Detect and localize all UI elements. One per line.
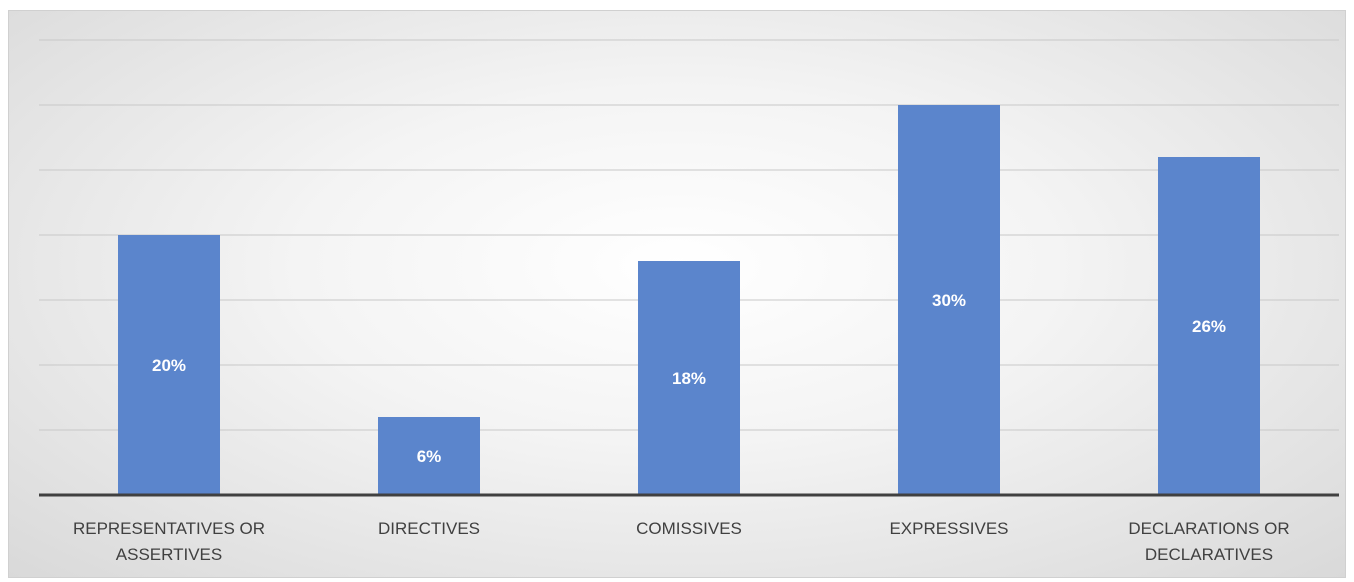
category-label: REPRESENTATIVES OR ASSERTIVES xyxy=(72,519,266,564)
category-label: EXPRESSIVES xyxy=(889,519,1009,538)
chart-area: 20% 6% 18% 30% 26% REPRESENTATIVES OR ASSERT… xyxy=(8,10,1346,578)
bar xyxy=(638,261,740,495)
data-label: 30% xyxy=(932,291,966,310)
category-label: DECLARATIONS OR DECLARATIVES xyxy=(1128,519,1290,564)
bar xyxy=(378,417,480,495)
bar xyxy=(1158,157,1260,495)
data-label: 20% xyxy=(152,356,186,375)
bar xyxy=(898,105,1000,495)
data-label: 6% xyxy=(417,447,442,466)
category-label: COMISSIVES xyxy=(636,519,742,538)
bar xyxy=(118,235,220,495)
data-label: 26% xyxy=(1192,317,1226,336)
bar-chart: 20% 6% 18% 30% 26% xyxy=(39,39,1339,497)
category-label: DIRECTIVES xyxy=(377,519,481,538)
data-label: 18% xyxy=(672,369,706,388)
